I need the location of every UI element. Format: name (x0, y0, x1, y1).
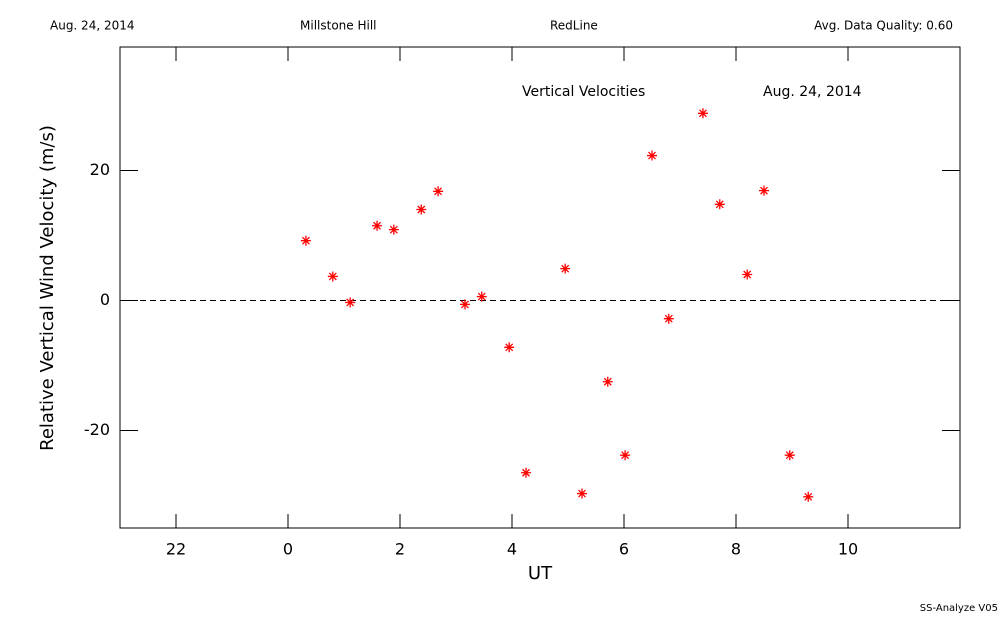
point (388, 224, 399, 235)
point (476, 291, 487, 302)
point (803, 491, 814, 502)
x-axis-label: UT (528, 563, 553, 584)
y-axis-label: Relative Vertical Wind Velocity (m/s) (37, 125, 58, 451)
point (577, 488, 587, 499)
header-instrument: RedLine (550, 19, 598, 33)
point (345, 297, 356, 308)
point (697, 108, 708, 119)
point (433, 186, 444, 197)
point (327, 271, 338, 282)
point (504, 342, 515, 353)
point (742, 269, 753, 280)
point (663, 313, 674, 324)
x-tick-label: 0 (283, 540, 293, 559)
plot-frame (119, 46, 961, 529)
x-tick-label: 2 (395, 540, 405, 559)
x-tick-label: 4 (507, 540, 517, 559)
point (602, 376, 613, 387)
x-tick-label: 10 (838, 540, 858, 559)
point (560, 263, 571, 274)
y-tick-label: -20 (84, 420, 110, 439)
x-tick-label: 8 (731, 540, 741, 559)
point (714, 199, 725, 210)
x-tick-label: 22 (166, 540, 186, 559)
x-tick-label: 6 (619, 540, 629, 559)
point (521, 467, 531, 478)
footer: SS-Analyze V05 (920, 603, 998, 614)
point (459, 299, 470, 310)
point (372, 220, 383, 231)
point (759, 185, 769, 196)
header-date: Aug. 24, 2014 (50, 19, 135, 33)
point (620, 450, 631, 461)
header-quality: Avg. Data Quality: 0.60 (814, 19, 953, 33)
point (416, 204, 427, 215)
header-site: Millstone Hill (300, 19, 376, 33)
y-tick-label: 20 (90, 160, 110, 179)
annotation-date: Aug. 24, 2014 (763, 84, 862, 100)
point (647, 150, 657, 161)
annotation-title: Vertical Velocities (522, 84, 645, 100)
y-tick-label: 0 (100, 290, 110, 309)
point (300, 235, 311, 246)
point (784, 450, 795, 461)
